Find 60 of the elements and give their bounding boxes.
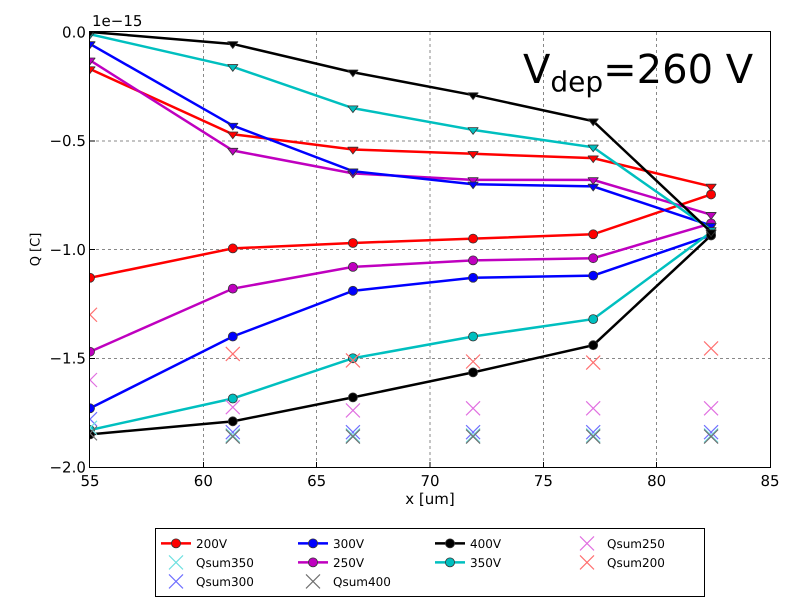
legend-label: Qsum200 <box>607 556 665 570</box>
point <box>345 424 361 440</box>
point <box>588 253 598 264</box>
point <box>228 284 238 294</box>
legend-label: 250V <box>333 556 365 570</box>
point <box>347 105 359 114</box>
point <box>345 402 361 418</box>
point <box>586 424 601 440</box>
x-tick-label: 60 <box>194 472 213 490</box>
point <box>465 424 481 440</box>
legend-label: 350V <box>470 556 502 570</box>
point <box>468 272 478 283</box>
point <box>225 400 240 415</box>
point <box>348 286 358 296</box>
x-tick-label: 75 <box>534 472 553 490</box>
legend-label: Qsum400 <box>333 575 391 590</box>
x-tick-label: 70 <box>420 472 440 490</box>
point <box>588 270 598 280</box>
point <box>228 332 238 342</box>
legend-label: 300V <box>333 537 365 552</box>
point <box>225 346 240 362</box>
point <box>588 340 598 350</box>
point <box>465 354 481 370</box>
y-tick-label: 0.0 <box>62 23 86 42</box>
y-tick-label: −1.0 <box>49 240 86 259</box>
legend-label: Qsum350 <box>196 556 254 570</box>
point <box>228 416 238 426</box>
point <box>468 234 478 244</box>
point <box>225 424 240 440</box>
legend-label: 400V <box>470 537 502 552</box>
legend-label: 200V <box>196 537 228 552</box>
point <box>586 400 601 416</box>
x-tick-label: 80 <box>647 472 666 490</box>
point <box>345 352 361 368</box>
point <box>465 400 481 416</box>
point <box>588 314 598 324</box>
x-tick-label: 85 <box>760 472 780 490</box>
point <box>468 367 478 378</box>
text: 1e−15 <box>92 12 142 30</box>
point <box>228 394 238 404</box>
point <box>348 238 358 248</box>
x-axis-title: x [um] <box>405 490 455 508</box>
point <box>228 244 238 254</box>
x-tick-label: 65 <box>307 472 326 490</box>
annotation: V$_{dep}$=260 V <box>523 47 754 98</box>
point <box>348 392 358 402</box>
point <box>468 255 478 266</box>
point <box>703 400 719 416</box>
point <box>586 355 601 370</box>
legend-label: Qsum250 <box>607 537 665 552</box>
legend-label: Qsum300 <box>196 575 254 590</box>
y-tick-label: −0.5 <box>49 132 86 150</box>
y-tick-label: −1.5 <box>49 350 86 368</box>
point <box>468 332 478 342</box>
point <box>348 262 358 272</box>
y-axis-title: Q [C] <box>28 232 44 266</box>
point <box>703 424 719 440</box>
point <box>588 229 598 240</box>
point <box>706 190 716 200</box>
point <box>703 340 719 356</box>
